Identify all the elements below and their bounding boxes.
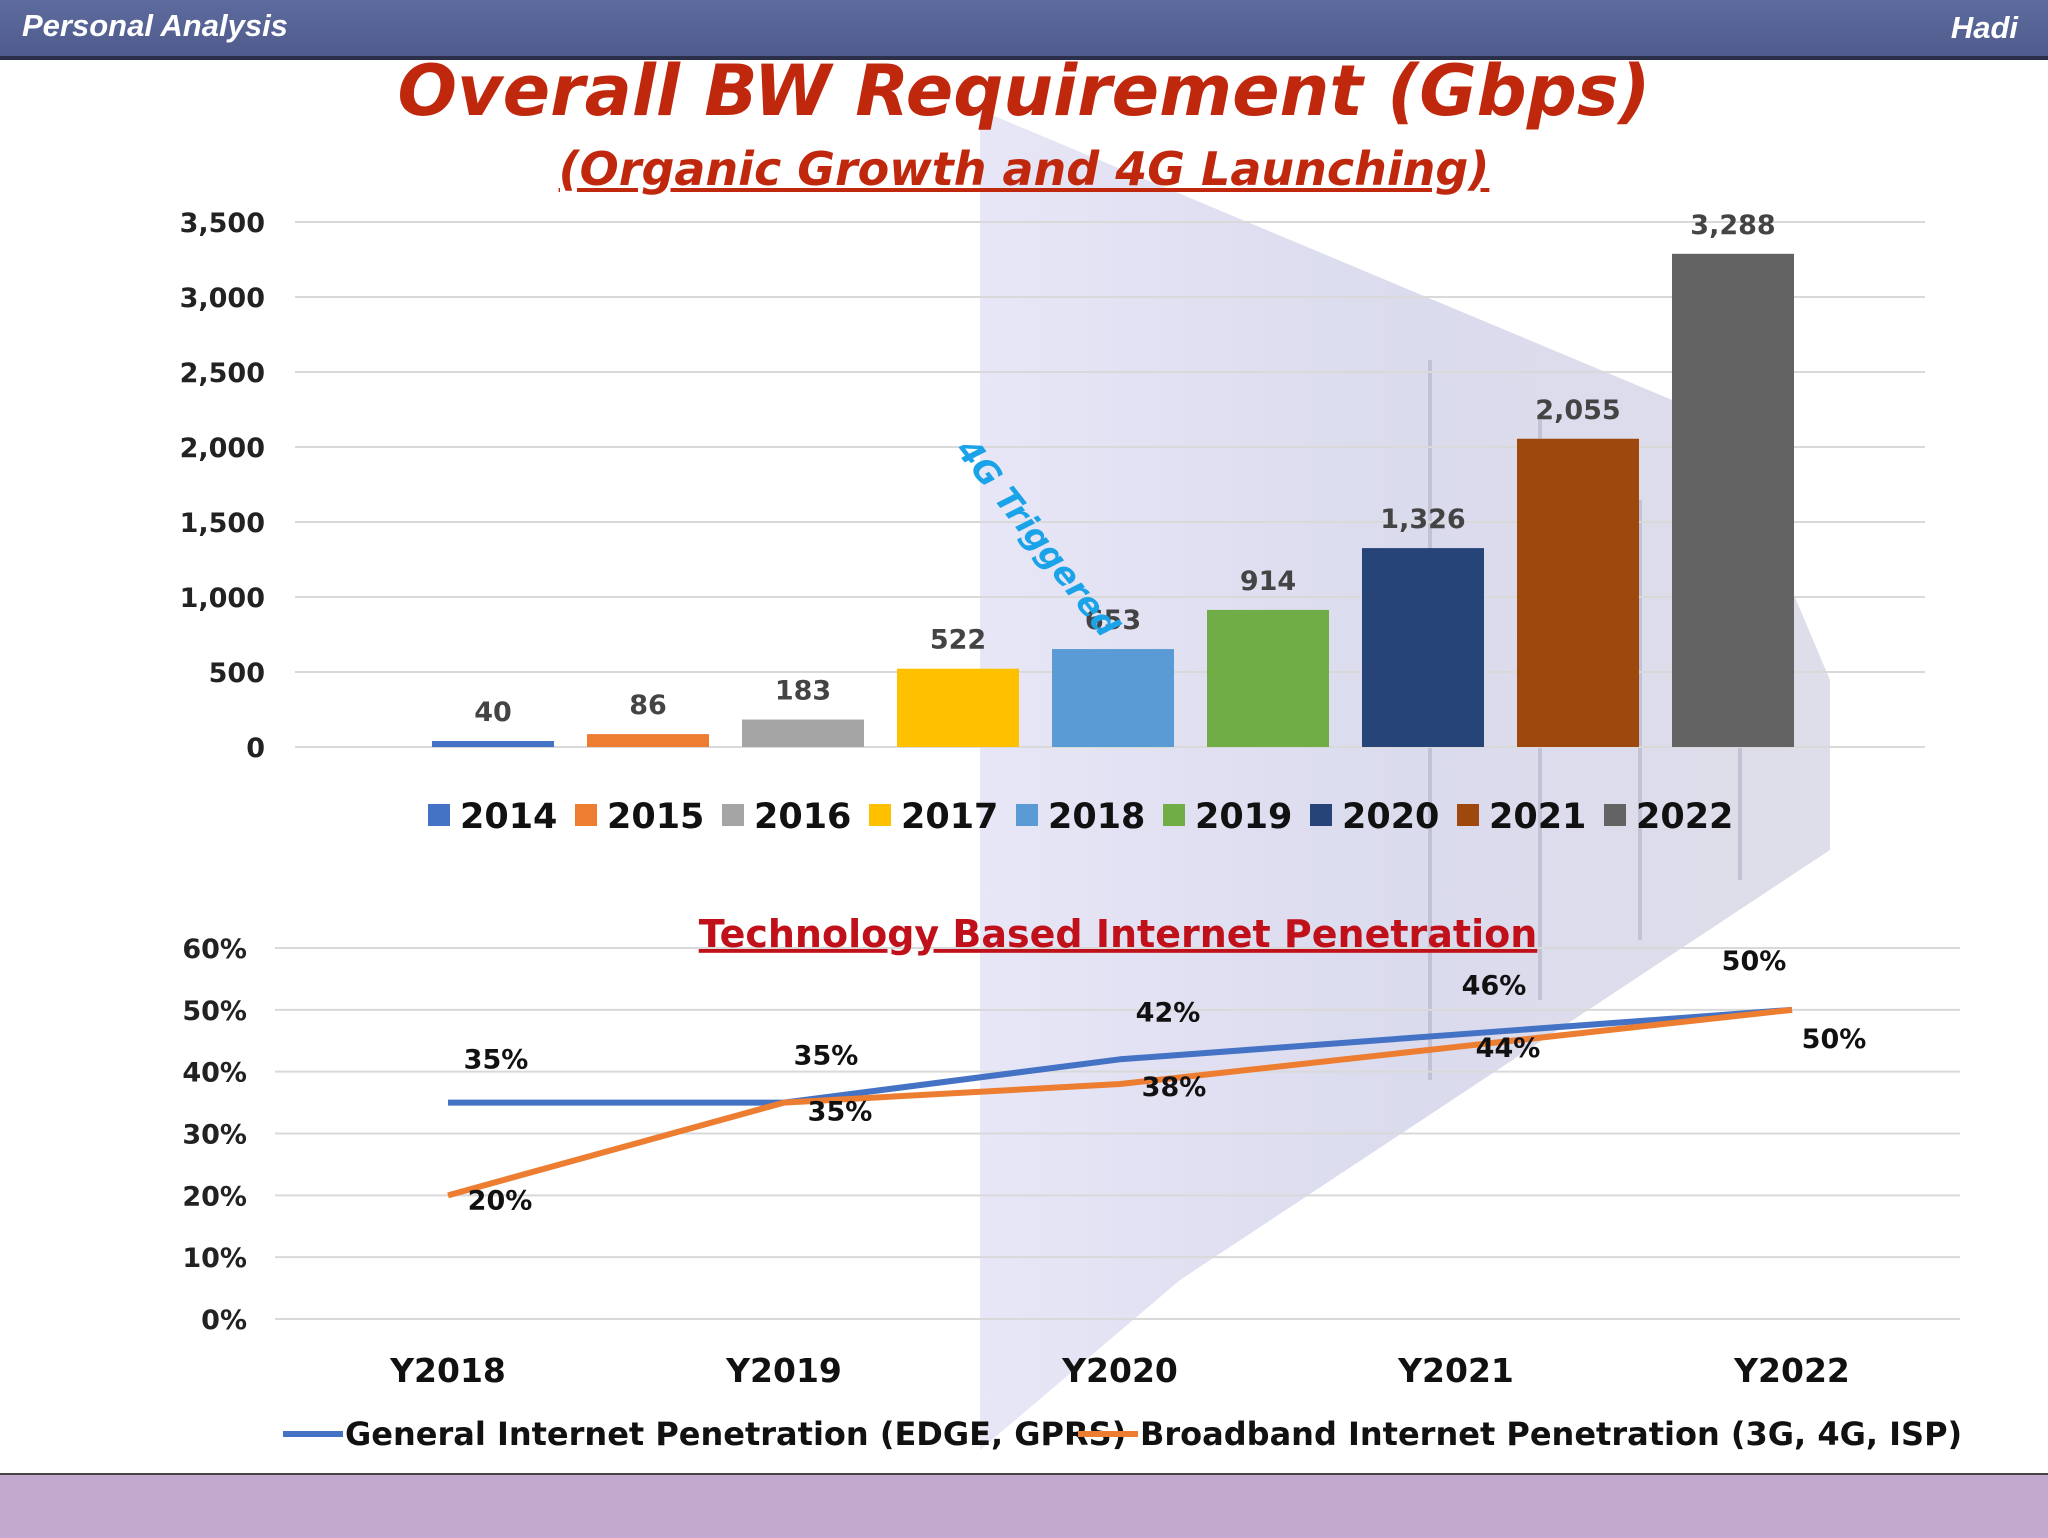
y-tick-label: 0% — [201, 1305, 247, 1336]
legend-label-2017: 2017 — [901, 797, 998, 837]
y-tick-label: 0 — [246, 733, 265, 764]
series-line-1 — [447, 1006, 1793, 1199]
bar-value-label: 522 — [930, 625, 986, 656]
x-tick-label: Y2019 — [725, 1351, 842, 1390]
legend-swatch-2014 — [428, 804, 450, 826]
y-tick-label: 40% — [182, 1058, 247, 1089]
chart-title: Overall BW Requirement (Gbps) — [397, 50, 1651, 132]
legend-swatch-2017 — [869, 804, 891, 826]
bar-value-label: 86 — [629, 690, 667, 721]
bar-2021 — [1517, 438, 1639, 747]
legend-label-2015: 2015 — [607, 797, 704, 837]
line-chart-title: Technology Based Internet Penetration — [699, 912, 1538, 956]
data-label: 50% — [1802, 1024, 1867, 1055]
legend-label-2021: 2021 — [1489, 797, 1586, 837]
data-label: 38% — [1142, 1072, 1207, 1103]
bar-2019 — [1207, 609, 1329, 747]
x-tick-label: Y2018 — [389, 1351, 506, 1390]
legend-label-2019: 2019 — [1195, 797, 1292, 837]
y-tick-label: 10% — [182, 1243, 247, 1274]
bar-2018 — [1052, 649, 1174, 747]
legend-swatch-2015 — [575, 804, 597, 826]
y-tick-label: 3,000 — [180, 283, 265, 314]
legend-label-0: General Internet Penetration (EDGE, GPRS… — [345, 1415, 1126, 1453]
bar-2015 — [587, 734, 709, 747]
bar-value-label: 40 — [474, 697, 512, 728]
x-tick-label: Y2020 — [1061, 1351, 1178, 1390]
legend-label-1: Broadband Internet Penetration (3G, 4G, … — [1140, 1415, 1962, 1453]
data-label: 50% — [1722, 946, 1787, 977]
bar-chart: 0 500 1,000 1,500 2,000 2,500 3,000 3,500 40 86 18… — [180, 208, 1925, 837]
y-tick-label: 60% — [182, 934, 247, 965]
legend-label-2018: 2018 — [1048, 797, 1145, 837]
legend-label-2016: 2016 — [754, 797, 851, 837]
data-label: 35% — [808, 1097, 873, 1128]
bar-2016 — [742, 719, 864, 747]
legend-swatch-2021 — [1457, 804, 1479, 826]
y-tick-label: 20% — [182, 1181, 247, 1212]
bar-2020 — [1362, 548, 1484, 747]
data-label: 46% — [1462, 971, 1527, 1002]
data-label: 42% — [1136, 997, 1201, 1028]
header-title: Personal Analysis — [22, 8, 288, 43]
header-bar: Personal Analysis Hadi — [0, 0, 2048, 60]
legend-swatch-2018 — [1016, 804, 1038, 826]
y-tick-label: 30% — [182, 1120, 247, 1151]
data-label: 35% — [464, 1045, 529, 1076]
bar-value-label: 914 — [1240, 566, 1296, 597]
y-tick-label: 1,500 — [180, 508, 265, 539]
legend-label-2022: 2022 — [1636, 797, 1733, 837]
x-tick-label: Y2021 — [1397, 1351, 1514, 1390]
y-tick-label: 2,500 — [180, 358, 265, 389]
legend-swatch-2016 — [722, 804, 744, 826]
legend-label-2014: 2014 — [460, 797, 557, 837]
y-tick-label: 50% — [182, 996, 247, 1027]
bar-value-label: 1,326 — [1380, 504, 1465, 535]
data-label: 20% — [468, 1185, 533, 1216]
bar-2014 — [432, 741, 554, 747]
author-name: Hadi — [1950, 10, 2018, 45]
y-tick-label: 1,000 — [180, 583, 265, 614]
y-tick-label: 3,500 — [180, 208, 265, 239]
bar-value-label: 653 — [1085, 605, 1141, 636]
x-tick-label: Y2022 — [1733, 1351, 1850, 1390]
bar-value-label: 2,055 — [1535, 395, 1620, 426]
legend-swatch-2019 — [1163, 804, 1185, 826]
bar-2022 — [1672, 253, 1794, 748]
y-tick-label: 500 — [209, 658, 265, 689]
data-label: 44% — [1476, 1033, 1541, 1064]
y-tick-label: 2,000 — [180, 433, 265, 464]
bar-value-label: 183 — [775, 676, 831, 707]
chart-subtitle: (Organic Growth and 4G Launching) — [558, 142, 1490, 196]
legend-swatch-2022 — [1604, 804, 1626, 826]
legend-label-2020: 2020 — [1342, 797, 1439, 837]
legend-swatch-2020 — [1310, 804, 1332, 826]
series-line-0 — [448, 1006, 1793, 1106]
bar-2017 — [897, 668, 1019, 747]
footer-bar — [0, 1473, 2048, 1538]
data-label: 35% — [794, 1041, 859, 1072]
bar-value-label: 3,288 — [1690, 210, 1775, 241]
